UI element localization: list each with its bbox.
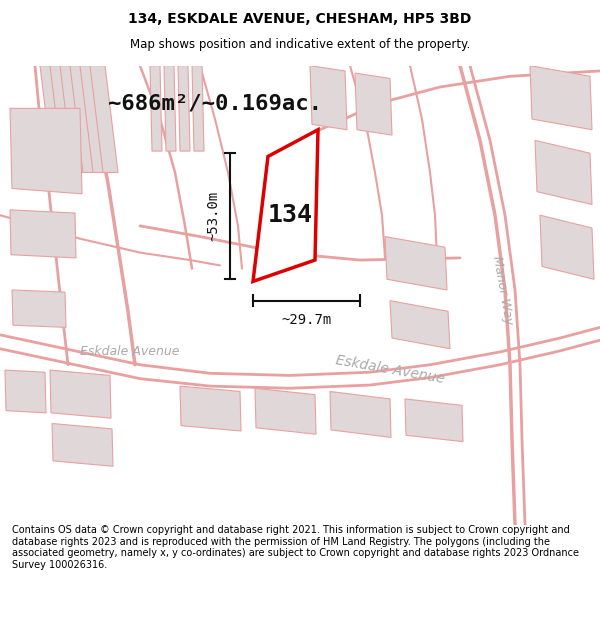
Polygon shape [530,66,592,130]
Polygon shape [60,66,88,173]
Text: Map shows position and indicative extent of the property.: Map shows position and indicative extent… [130,38,470,51]
Polygon shape [355,73,392,135]
Polygon shape [535,141,592,204]
Polygon shape [330,391,391,438]
Polygon shape [70,66,98,173]
Text: Eskdale Avenue: Eskdale Avenue [334,354,446,386]
Polygon shape [10,108,82,194]
Text: 134: 134 [268,203,313,228]
Text: Eskdale Avenue: Eskdale Avenue [80,346,179,358]
Polygon shape [5,370,46,413]
Polygon shape [540,215,594,279]
Polygon shape [50,370,111,418]
Polygon shape [405,399,463,442]
Polygon shape [40,66,68,173]
Polygon shape [50,66,78,173]
Polygon shape [10,210,76,258]
Text: 134, ESKDALE AVENUE, CHESHAM, HP5 3BD: 134, ESKDALE AVENUE, CHESHAM, HP5 3BD [128,12,472,26]
Text: ~29.7m: ~29.7m [281,314,332,328]
Polygon shape [80,66,108,173]
Polygon shape [164,66,176,151]
Polygon shape [178,66,190,151]
Polygon shape [255,388,316,434]
Text: Manor Way: Manor Way [490,254,514,326]
Text: ~686m²/~0.169ac.: ~686m²/~0.169ac. [108,93,322,113]
Text: ~53.0m: ~53.0m [206,191,220,241]
Polygon shape [192,66,204,151]
Polygon shape [150,66,162,151]
Polygon shape [12,290,66,328]
Text: Contains OS data © Crown copyright and database right 2021. This information is : Contains OS data © Crown copyright and d… [12,525,579,570]
Polygon shape [385,236,447,290]
Polygon shape [390,301,450,349]
Polygon shape [52,424,113,466]
Polygon shape [180,386,241,431]
Polygon shape [90,66,118,173]
Polygon shape [310,66,347,130]
Polygon shape [253,130,318,281]
